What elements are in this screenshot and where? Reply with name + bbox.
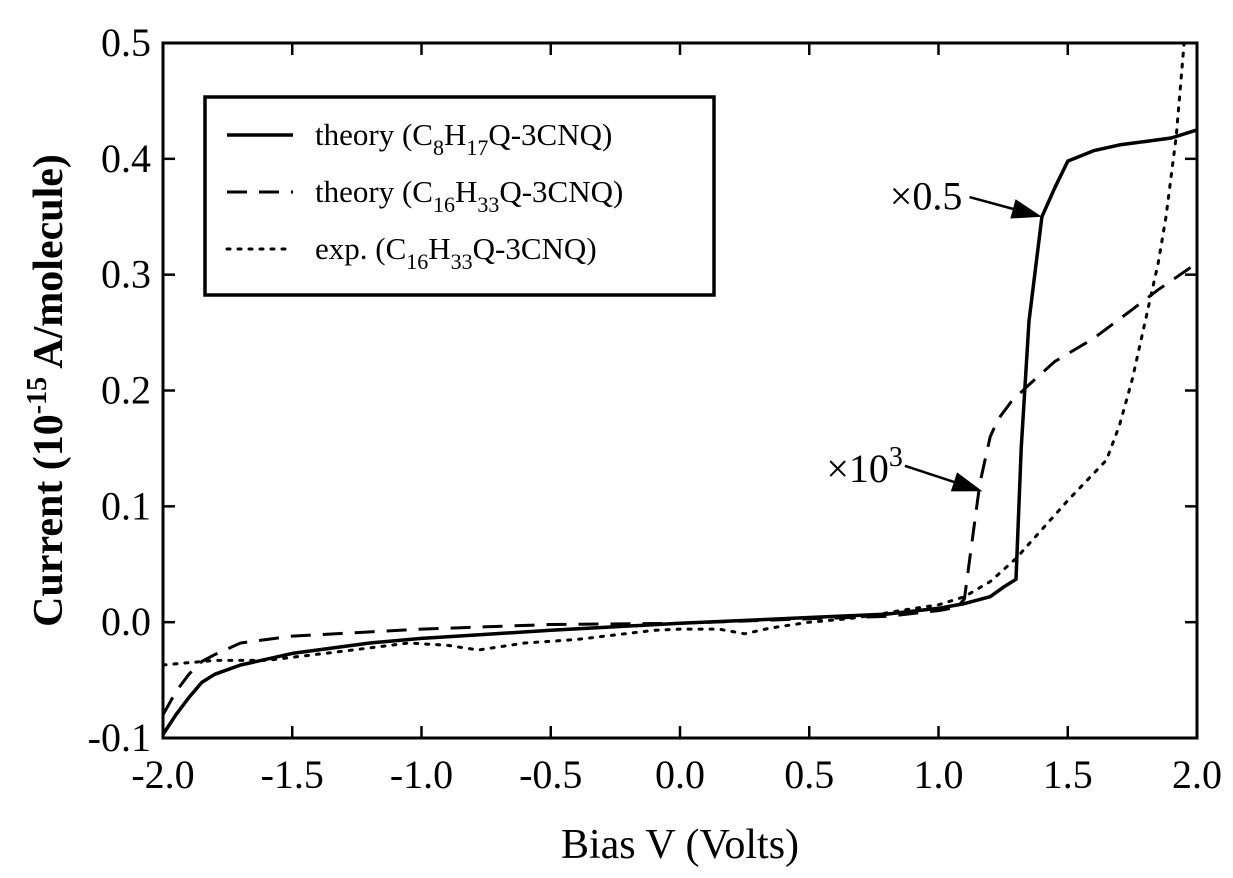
series-line-dashed — [161, 261, 1198, 716]
y-tick-label-6: 0.5 — [101, 20, 151, 65]
x-axis-title: Bias V (Volts) — [561, 822, 799, 868]
y-tick-label-0: -0.1 — [88, 715, 151, 760]
x-tick-label-7: 1.5 — [1043, 752, 1093, 797]
x-tick-label-0: -2.0 — [131, 752, 194, 797]
series-line-dotted — [161, 41, 1186, 667]
tick-labels: -2.0 -1.5 -1.0 -0.5 0.0 0.5 1.0 1.5 2.0 -0.1 0.0 0.… — [88, 20, 1222, 797]
curves-layer — [161, 41, 1198, 736]
annotation-label: ×103 — [826, 442, 903, 491]
y-axis-title: Current (10-15 A/molecule) — [22, 154, 72, 627]
x-tick-label-3: -0.5 — [519, 752, 582, 797]
annotations: ×0.5 ×103 — [826, 174, 1042, 492]
y-tick-label-2: 0.1 — [101, 483, 151, 528]
legend-entry-dashed: theory (C16H33Q-3CNQ) — [315, 174, 623, 217]
annotation-arrowhead — [950, 472, 983, 492]
x-tick-label-5: 0.5 — [784, 752, 834, 797]
annotation-arrow-line — [904, 464, 955, 484]
y-axis-title-suffix: A/molecule) — [26, 154, 72, 377]
x-tick-label-8: 2.0 — [1172, 752, 1222, 797]
x-tick-label-2: -1.0 — [390, 752, 453, 797]
legend-box — [203, 95, 716, 297]
y-tick-label-4: 0.3 — [101, 252, 151, 297]
annotation-arrow-line — [969, 195, 1014, 211]
y-tick-label-3: 0.2 — [101, 368, 151, 413]
legend-entry-solid: theory (C8H17Q-3CNQ) — [315, 117, 612, 160]
x-tick-label-4: 0.0 — [655, 752, 705, 797]
x-tick-label-1: -1.5 — [261, 752, 324, 797]
y-tick-label-5: 0.4 — [101, 136, 151, 181]
y-axis-title-exponent: -15 — [22, 377, 53, 414]
legend-entry-dotted: exp. (C16H33Q-3CNQ) — [315, 231, 597, 274]
legend: theory (C8H17Q-3CNQ) theory (C16H33Q-3CNQ… — [203, 95, 716, 297]
series-line-solid — [161, 128, 1198, 736]
x-tick-label-6: 1.0 — [914, 752, 964, 797]
annotation-arrowhead — [1010, 199, 1042, 219]
y-axis-title-prefix: Current (10 — [26, 414, 72, 627]
annotation-label: ×0.5 — [890, 174, 963, 219]
y-tick-label-1: 0.0 — [101, 599, 151, 644]
ticks-layer — [161, 41, 1199, 740]
